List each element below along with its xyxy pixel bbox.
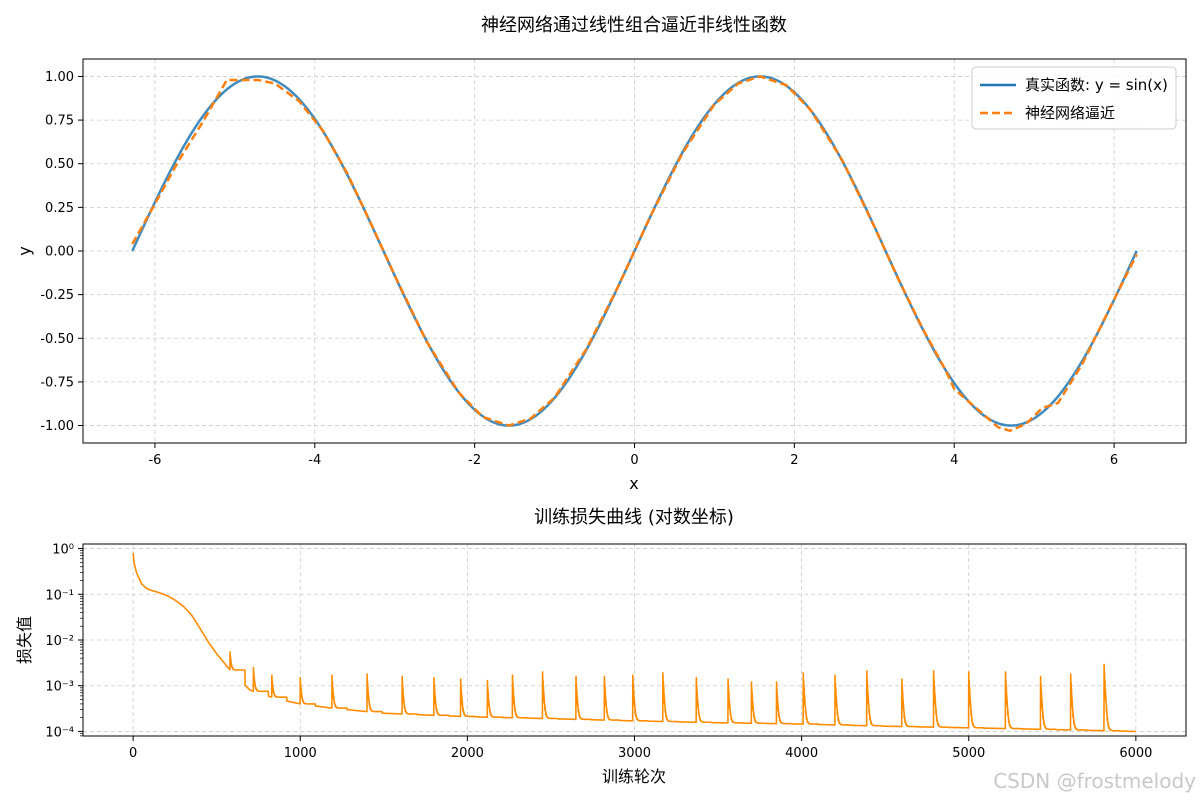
top-y-tick-label: 1.00 [45, 70, 74, 85]
top-chart-title: 神经网络通过线性组合逼近非线性函数 [481, 15, 787, 36]
sine-approximation-plot: 神经网络通过线性组合逼近非线性函数 -6 -4 -2 0 2 4 6 1.00 0.75 0.50… [15, 15, 1187, 493]
bottom-series-group [132, 552, 1137, 733]
bottom-x-tick-label: 6000 [1119, 746, 1152, 761]
top-y-tick-label: 0.25 [45, 201, 74, 216]
top-x-tick-label: 6 [1110, 453, 1118, 468]
bottom-y-axis-label: 损失值 [15, 616, 34, 664]
watermark: CSDN @frostmelody [993, 769, 1196, 793]
bottom-y-tick-label: 10⁻¹ [45, 588, 74, 603]
bottom-x-tick-label: 0 [129, 746, 137, 761]
top-y-tick-label: -1.00 [40, 419, 74, 434]
bottom-y-tick-label: 10⁻² [45, 634, 74, 649]
bottom-y-tick-label: 10⁻⁴ [45, 725, 74, 740]
bottom-grid [83, 544, 1186, 736]
top-x-tick-label: 0 [630, 453, 638, 468]
top-x-tick-label: 2 [790, 453, 798, 468]
top-y-tick-label: 0.50 [45, 157, 74, 172]
top-x-axis-label: x [629, 474, 638, 493]
top-x-tick-label: -6 [148, 453, 161, 468]
top-y-tick-label: 0.00 [45, 245, 74, 260]
legend-label-true-function: 真实函数: y = sin(x) [1025, 76, 1168, 94]
top-series-group [131, 75, 1138, 433]
top-y-tick-label: 0.75 [45, 114, 74, 129]
top-x-tick-label: -2 [468, 453, 481, 468]
bottom-x-tick-label: 5000 [952, 746, 985, 761]
bottom-x-tick-label: 3000 [618, 746, 651, 761]
legend-label-nn-approx: 神经网络逼近 [1025, 104, 1115, 122]
loss-curve-plot: 训练损失曲线 (对数坐标) 0 1000 2000 3000 4000 5000 6000 1… [15, 507, 1187, 786]
legend: 真实函数: y = sin(x) 神经网络逼近 [971, 66, 1177, 130]
bottom-x-axis-label: 训练轮次 [602, 767, 666, 786]
series-nn-approximation-line [131, 75, 1138, 433]
top-y-tick-label: -0.50 [40, 332, 74, 347]
top-x-tick-label: 4 [950, 453, 958, 468]
bottom-axis-ticks: 0 1000 2000 3000 4000 5000 6000 10⁰ 10⁻¹ 10⁻² 10⁻³… [45, 543, 1152, 761]
bottom-y-tick-label: 10⁰ [52, 543, 74, 558]
bottom-x-tick-label: 1000 [284, 746, 317, 761]
top-axis-ticks: -6 -4 -2 0 2 4 6 1.00 0.75 0.50 0.25 0.00 -0.25 -0.50… [40, 70, 1118, 468]
legend-box [971, 66, 1177, 130]
bottom-x-tick-label: 4000 [785, 746, 818, 761]
top-y-tick-label: -0.25 [40, 288, 74, 303]
top-y-axis-label: y [15, 246, 34, 255]
top-y-tick-label: -0.75 [40, 375, 74, 390]
series-training-loss-line [132, 552, 1137, 733]
bottom-chart-title: 训练损失曲线 (对数坐标) [534, 507, 734, 528]
bottom-x-tick-label: 2000 [451, 746, 484, 761]
top-x-tick-label: -4 [308, 453, 321, 468]
bottom-y-tick-label: 10⁻³ [45, 680, 74, 695]
